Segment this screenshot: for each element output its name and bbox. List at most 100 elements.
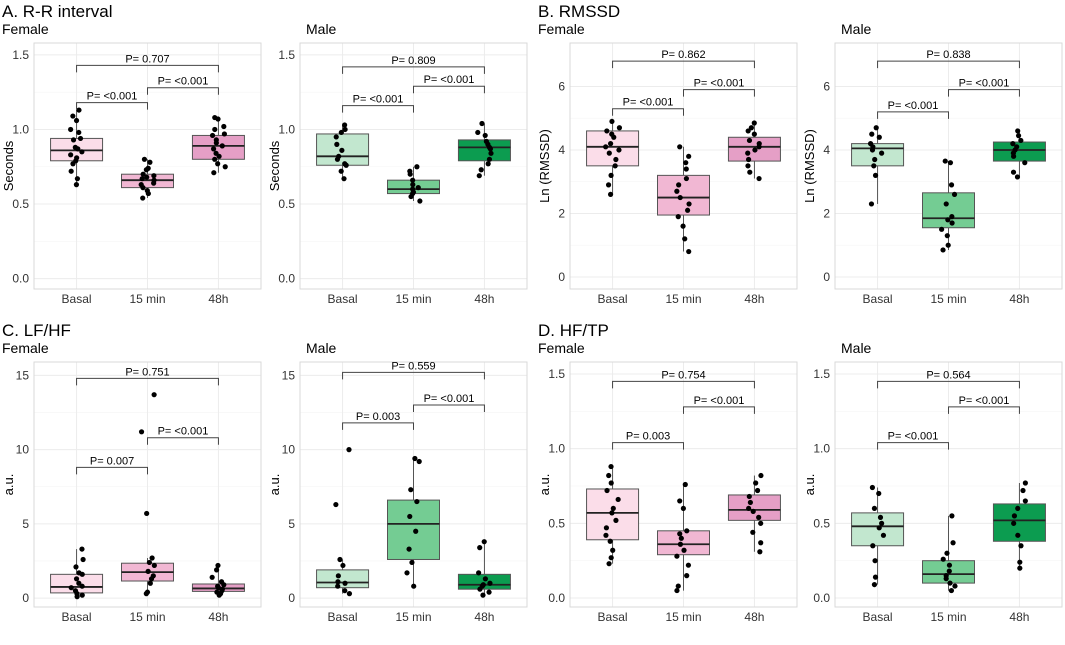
data-point: [872, 558, 878, 564]
data-point: [1018, 137, 1024, 144]
panel-7: Male 0.0 0.5 1.0 1.5 a.u. Basal 15 min 48h P= 0.5…: [802, 340, 1063, 624]
y-tick-label: 5: [288, 517, 295, 531]
p-value-label: P= 0.564: [926, 369, 970, 381]
data-point: [606, 472, 612, 479]
data-point: [414, 498, 420, 505]
data-point: [604, 128, 610, 134]
significance-bracket: [413, 404, 485, 413]
data-point: [1018, 543, 1024, 549]
significance-bracket: [76, 64, 219, 73]
data-point: [483, 138, 490, 144]
panel-3: Male 0 2 4 6 Ln (RMSSD) Basal 15 min 48h P= 0.838…: [802, 21, 1063, 306]
significance-bracket: [612, 442, 684, 450]
data-point: [478, 167, 484, 173]
significance-bracket: [877, 442, 949, 450]
data-point: [756, 175, 762, 182]
y-tick-label: 1.5: [813, 367, 830, 381]
significance-bracket: [948, 89, 1020, 97]
panel-subtitle: Male: [841, 340, 872, 356]
plot-frame: [834, 361, 1063, 608]
x-tick-label: 48h: [208, 610, 228, 624]
x-tick-label: 48h: [744, 610, 764, 624]
significance-bracket: [342, 422, 414, 430]
p-value-label: P= <0.001: [424, 393, 475, 405]
data-point: [73, 576, 80, 582]
box: [851, 143, 905, 167]
data-point: [950, 540, 956, 546]
panel-subtitle: Female: [538, 21, 585, 37]
y-tick-label: 1.0: [548, 442, 565, 456]
data-point: [209, 574, 215, 580]
x-tick-label: 15 min: [129, 610, 165, 624]
data-point: [608, 555, 614, 561]
data-point: [219, 586, 225, 592]
data-point: [80, 556, 86, 563]
data-point: [486, 589, 492, 595]
data-point: [869, 131, 875, 137]
p-value-label: P= 0.754: [661, 369, 705, 381]
data-point: [336, 153, 342, 159]
data-point: [210, 146, 217, 152]
data-point: [616, 125, 623, 131]
data-point: [145, 165, 151, 171]
p-value-label: P= 0.809: [391, 55, 435, 67]
x-tick-label: Basal: [62, 610, 92, 624]
data-point: [877, 514, 884, 520]
data-point: [68, 168, 74, 174]
data-point: [411, 583, 417, 589]
plot-frame: [33, 42, 262, 290]
data-point: [146, 559, 152, 566]
data-point: [409, 559, 415, 566]
data-point: [151, 173, 157, 179]
data-point: [750, 508, 756, 514]
p-value-label: P= 0.707: [125, 53, 169, 65]
data-point: [879, 150, 885, 156]
panel-subtitle: Female: [538, 340, 585, 356]
data-point: [407, 513, 413, 520]
box: [316, 569, 370, 589]
data-point: [751, 131, 757, 137]
significance-bracket: [147, 437, 219, 445]
data-point: [138, 429, 145, 435]
data-point: [603, 525, 610, 531]
x-tick-label: 15 min: [129, 292, 165, 306]
panel-subtitle: Male: [841, 21, 872, 37]
data-point: [940, 556, 946, 562]
x-tick-label: 15 min: [665, 292, 701, 306]
data-point: [944, 233, 950, 239]
x-tick-label: Basal: [863, 610, 893, 624]
data-point: [869, 484, 876, 491]
data-point: [1010, 169, 1017, 175]
data-point: [1010, 141, 1016, 147]
p-value-label: P= <0.001: [87, 91, 138, 103]
y-tick-label: 0.0: [813, 591, 830, 605]
data-point: [1015, 532, 1021, 538]
data-point: [872, 574, 879, 580]
data-point: [758, 540, 764, 546]
data-point: [476, 570, 482, 576]
data-point: [339, 147, 345, 153]
data-point: [74, 155, 80, 161]
data-point: [868, 201, 875, 207]
data-point: [949, 214, 955, 220]
data-point: [682, 236, 688, 242]
p-value-label: P= 0.559: [391, 360, 435, 372]
significance-bracket: [76, 102, 148, 110]
data-point: [76, 570, 82, 576]
data-point: [610, 505, 616, 512]
data-point: [213, 137, 219, 143]
data-point: [684, 528, 690, 534]
x-tick-label: Basal: [62, 292, 92, 306]
data-point: [219, 143, 225, 149]
p-value-label: P= <0.001: [623, 97, 674, 109]
data-point: [608, 463, 614, 470]
data-point: [214, 567, 220, 573]
y-tick-label: 0: [558, 270, 565, 284]
data-point: [873, 125, 879, 131]
data-point: [342, 161, 348, 167]
data-point: [1015, 133, 1022, 139]
panel-subtitle: Female: [2, 340, 49, 356]
y-tick-label: 2: [558, 206, 565, 220]
data-point: [675, 214, 681, 220]
data-point: [346, 447, 352, 453]
